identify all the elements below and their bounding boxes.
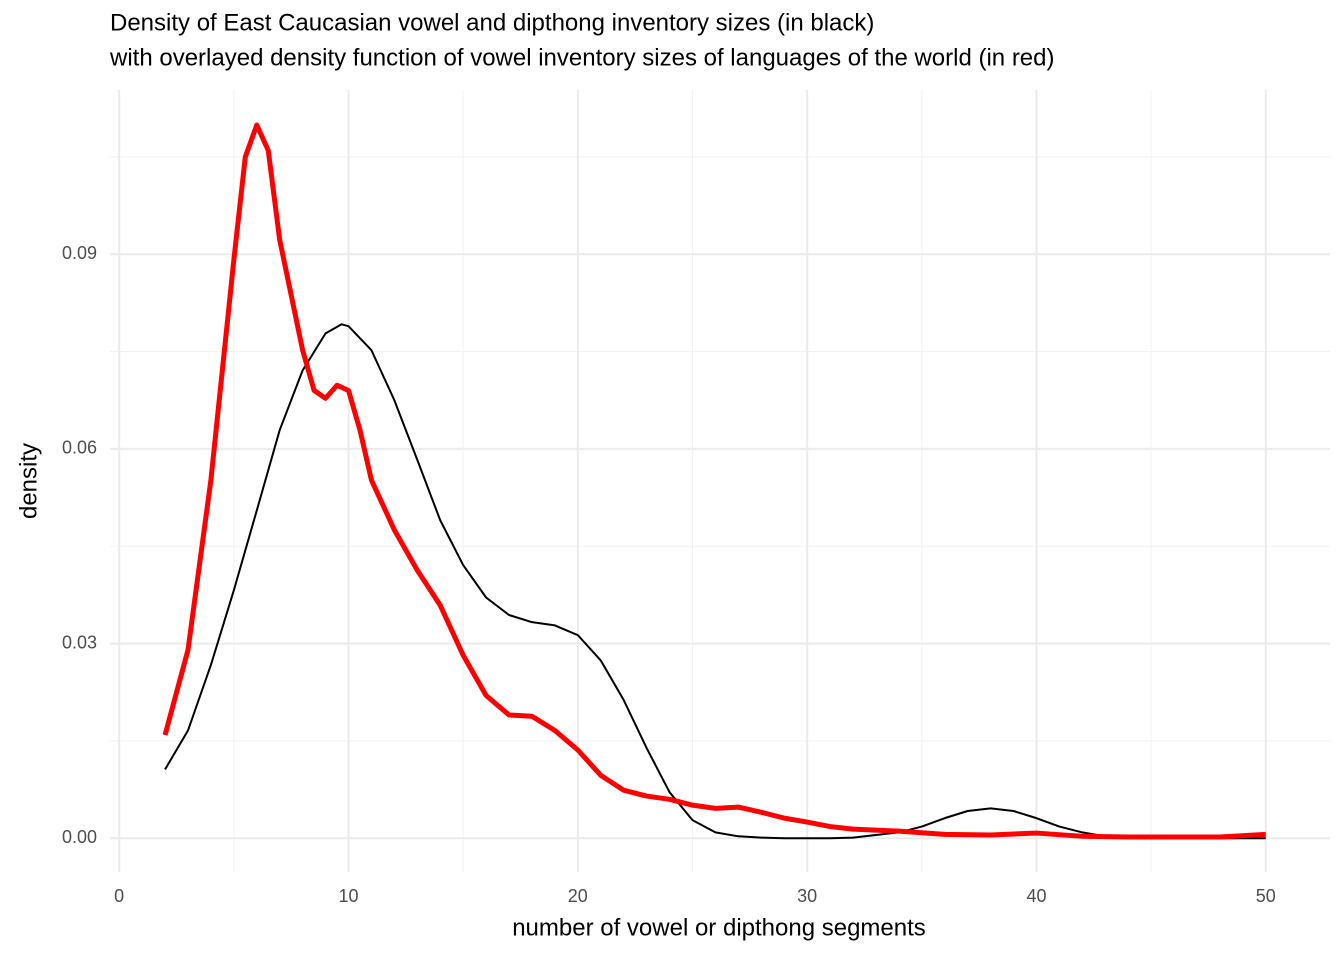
y-tick-label: 0.00 (62, 827, 97, 847)
x-tick-label: 20 (568, 886, 588, 906)
y-tick-label: 0.03 (62, 632, 97, 652)
x-tick-label: 0 (114, 886, 124, 906)
x-tick-label: 40 (1026, 886, 1046, 906)
y-tick-label: 0.09 (62, 243, 97, 263)
line-series (162, 122, 1266, 840)
x-tick-label: 10 (338, 886, 358, 906)
line-series (164, 323, 1266, 840)
x-tick-label: 30 (797, 886, 817, 906)
y-axis-label: density (15, 443, 42, 519)
y-tick-label: 0.06 (62, 438, 97, 458)
x-axis-label: number of vowel or dipthong segments (512, 914, 926, 941)
chart-title: Density of East Caucasian vowel and dipt… (110, 9, 874, 36)
x-tick-label: 50 (1256, 886, 1276, 906)
chart-subtitle: with overlayed density function of vowel… (109, 44, 1055, 71)
